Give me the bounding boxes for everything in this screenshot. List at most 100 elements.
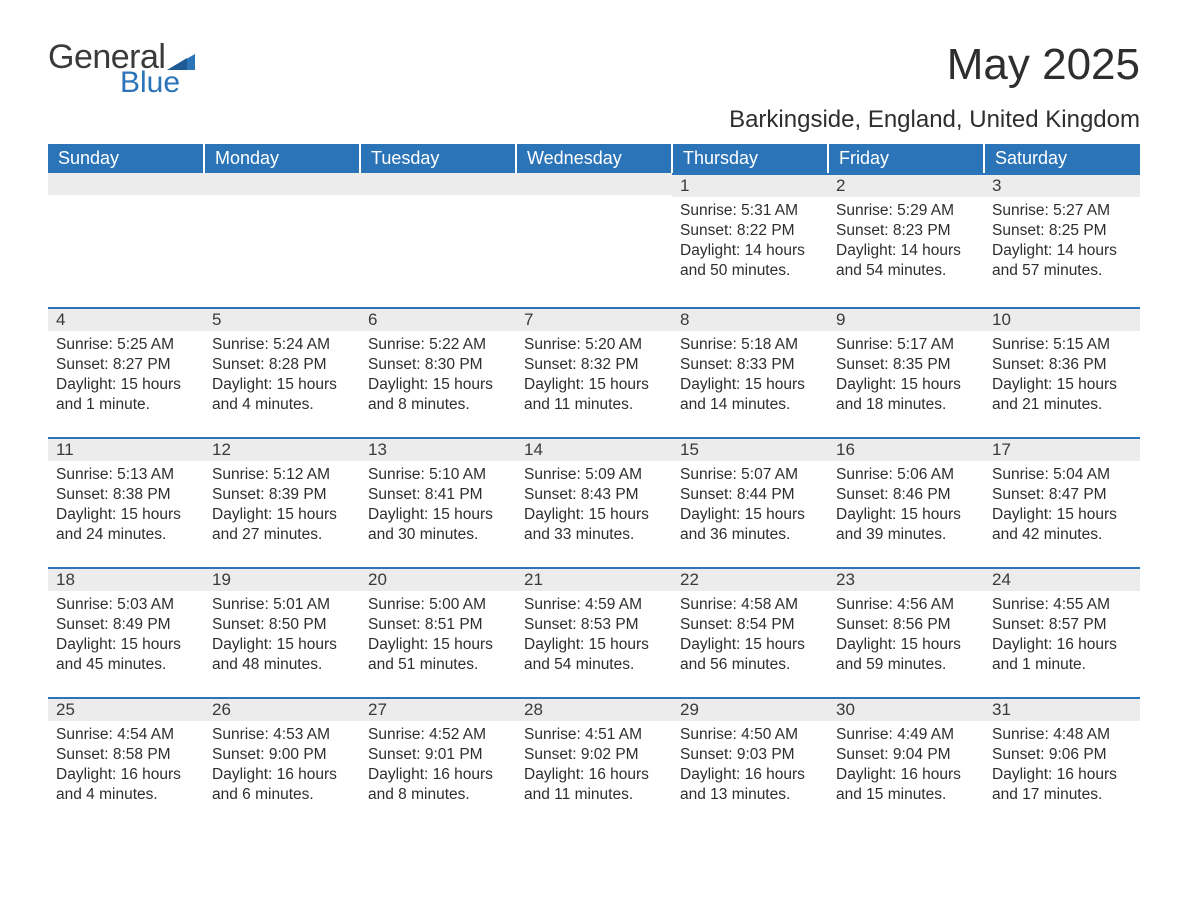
day-header: Wednesday [516,144,672,173]
day-daylight: Daylight: 15 hours and 4 minutes. [212,375,352,415]
day-sunset: Sunset: 8:38 PM [56,485,196,505]
day-sunset: Sunset: 8:33 PM [680,355,820,375]
day-sunset: Sunset: 8:44 PM [680,485,820,505]
day-sunrise: Sunrise: 5:09 AM [524,465,664,485]
calendar-week-row: 18Sunrise: 5:03 AMSunset: 8:49 PMDayligh… [48,563,1140,693]
calendar-cell: 23Sunrise: 4:56 AMSunset: 8:56 PMDayligh… [828,563,984,693]
day-number [516,173,672,195]
day-sunset: Sunset: 8:36 PM [992,355,1132,375]
day-number: 15 [672,437,828,461]
day-sunrise: Sunrise: 5:20 AM [524,335,664,355]
day-number: 5 [204,307,360,331]
day-sunrise: Sunrise: 4:55 AM [992,595,1132,615]
day-sunset: Sunset: 8:30 PM [368,355,508,375]
day-daylight: Daylight: 15 hours and 45 minutes. [56,635,196,675]
calendar-cell: 17Sunrise: 5:04 AMSunset: 8:47 PMDayligh… [984,433,1140,563]
day-sunset: Sunset: 8:58 PM [56,745,196,765]
day-data: Sunrise: 5:07 AMSunset: 8:44 PMDaylight:… [672,461,828,558]
day-sunrise: Sunrise: 4:51 AM [524,725,664,745]
day-number: 20 [360,567,516,591]
calendar-cell: 1Sunrise: 5:31 AMSunset: 8:22 PMDaylight… [672,173,828,303]
day-sunset: Sunset: 8:51 PM [368,615,508,635]
day-number: 19 [204,567,360,591]
day-data: Sunrise: 5:06 AMSunset: 8:46 PMDaylight:… [828,461,984,558]
day-sunset: Sunset: 8:27 PM [56,355,196,375]
day-number: 25 [48,697,204,721]
day-number [204,173,360,195]
day-sunrise: Sunrise: 4:53 AM [212,725,352,745]
calendar-cell: 11Sunrise: 5:13 AMSunset: 8:38 PMDayligh… [48,433,204,563]
calendar-cell: 20Sunrise: 5:00 AMSunset: 8:51 PMDayligh… [360,563,516,693]
day-daylight: Daylight: 15 hours and 33 minutes. [524,505,664,545]
day-sunrise: Sunrise: 5:07 AM [680,465,820,485]
day-sunset: Sunset: 8:56 PM [836,615,976,635]
day-sunset: Sunset: 8:32 PM [524,355,664,375]
day-data: Sunrise: 5:04 AMSunset: 8:47 PMDaylight:… [984,461,1140,558]
day-sunset: Sunset: 8:49 PM [56,615,196,635]
day-sunset: Sunset: 8:25 PM [992,221,1132,241]
day-data: Sunrise: 5:27 AMSunset: 8:25 PMDaylight:… [984,197,1140,294]
calendar-cell: 10Sunrise: 5:15 AMSunset: 8:36 PMDayligh… [984,303,1140,433]
calendar-cell: 21Sunrise: 4:59 AMSunset: 8:53 PMDayligh… [516,563,672,693]
day-sunset: Sunset: 8:23 PM [836,221,976,241]
day-data: Sunrise: 5:18 AMSunset: 8:33 PMDaylight:… [672,331,828,428]
day-number: 4 [48,307,204,331]
day-number: 14 [516,437,672,461]
day-data: Sunrise: 5:25 AMSunset: 8:27 PMDaylight:… [48,331,204,428]
day-daylight: Daylight: 16 hours and 13 minutes. [680,765,820,805]
day-daylight: Daylight: 15 hours and 42 minutes. [992,505,1132,545]
day-daylight: Daylight: 15 hours and 36 minutes. [680,505,820,545]
day-number: 6 [360,307,516,331]
day-daylight: Daylight: 15 hours and 51 minutes. [368,635,508,675]
day-data: Sunrise: 4:53 AMSunset: 9:00 PMDaylight:… [204,721,360,818]
calendar-cell: 29Sunrise: 4:50 AMSunset: 9:03 PMDayligh… [672,693,828,823]
day-data: Sunrise: 5:29 AMSunset: 8:23 PMDaylight:… [828,197,984,294]
day-number [360,173,516,195]
calendar-cell [360,173,516,303]
day-sunset: Sunset: 8:28 PM [212,355,352,375]
day-sunrise: Sunrise: 4:58 AM [680,595,820,615]
day-header-row: Sunday Monday Tuesday Wednesday Thursday… [48,144,1140,173]
day-daylight: Daylight: 15 hours and 27 minutes. [212,505,352,545]
calendar-cell: 26Sunrise: 4:53 AMSunset: 9:00 PMDayligh… [204,693,360,823]
day-number: 29 [672,697,828,721]
day-number: 8 [672,307,828,331]
day-sunset: Sunset: 9:01 PM [368,745,508,765]
day-daylight: Daylight: 15 hours and 56 minutes. [680,635,820,675]
calendar-cell: 4Sunrise: 5:25 AMSunset: 8:27 PMDaylight… [48,303,204,433]
logo-text-blue: Blue [120,68,195,98]
day-sunset: Sunset: 8:50 PM [212,615,352,635]
day-sunrise: Sunrise: 4:48 AM [992,725,1132,745]
day-data: Sunrise: 5:10 AMSunset: 8:41 PMDaylight:… [360,461,516,558]
day-number: 7 [516,307,672,331]
day-daylight: Daylight: 16 hours and 6 minutes. [212,765,352,805]
day-number: 18 [48,567,204,591]
day-data: Sunrise: 4:56 AMSunset: 8:56 PMDaylight:… [828,591,984,688]
calendar-cell: 24Sunrise: 4:55 AMSunset: 8:57 PMDayligh… [984,563,1140,693]
day-header: Tuesday [360,144,516,173]
day-data: Sunrise: 4:54 AMSunset: 8:58 PMDaylight:… [48,721,204,818]
day-data: Sunrise: 5:09 AMSunset: 8:43 PMDaylight:… [516,461,672,558]
calendar-cell: 3Sunrise: 5:27 AMSunset: 8:25 PMDaylight… [984,173,1140,303]
day-number [48,173,204,195]
day-sunset: Sunset: 8:53 PM [524,615,664,635]
day-sunrise: Sunrise: 4:54 AM [56,725,196,745]
day-sunset: Sunset: 9:06 PM [992,745,1132,765]
day-data: Sunrise: 4:59 AMSunset: 8:53 PMDaylight:… [516,591,672,688]
day-daylight: Daylight: 14 hours and 54 minutes. [836,241,976,281]
day-sunrise: Sunrise: 5:29 AM [836,201,976,221]
day-daylight: Daylight: 15 hours and 48 minutes. [212,635,352,675]
calendar-week-row: 25Sunrise: 4:54 AMSunset: 8:58 PMDayligh… [48,693,1140,823]
day-sunset: Sunset: 8:57 PM [992,615,1132,635]
day-sunrise: Sunrise: 5:17 AM [836,335,976,355]
logo: General Blue [48,40,195,98]
day-sunrise: Sunrise: 5:31 AM [680,201,820,221]
day-data: Sunrise: 4:50 AMSunset: 9:03 PMDaylight:… [672,721,828,818]
day-daylight: Daylight: 14 hours and 57 minutes. [992,241,1132,281]
day-number: 13 [360,437,516,461]
day-data: Sunrise: 5:00 AMSunset: 8:51 PMDaylight:… [360,591,516,688]
day-sunset: Sunset: 8:43 PM [524,485,664,505]
day-data: Sunrise: 5:22 AMSunset: 8:30 PMDaylight:… [360,331,516,428]
day-number: 22 [672,567,828,591]
day-data: Sunrise: 5:17 AMSunset: 8:35 PMDaylight:… [828,331,984,428]
